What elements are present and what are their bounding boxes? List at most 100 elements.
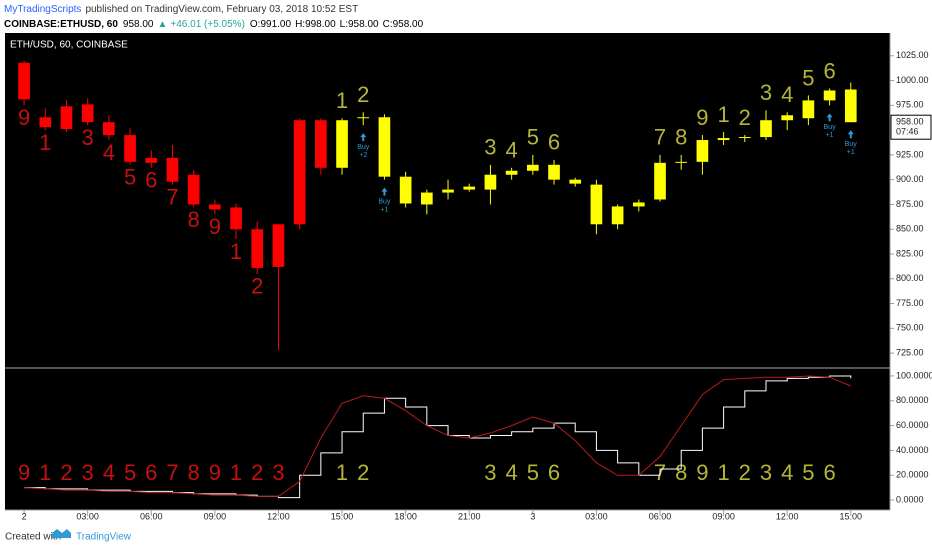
y-tick-label: 1000.00 — [896, 75, 929, 85]
y-tick-label: 725.00 — [896, 347, 924, 357]
x-tick-label: 06:00 — [649, 511, 672, 521]
buy-arrow — [847, 130, 854, 139]
x-tick-label: 03:00 — [585, 511, 608, 521]
candle — [611, 204, 624, 230]
buy-amount: +1 — [826, 132, 834, 139]
count-label: 1 — [230, 239, 242, 264]
buy-arrow — [360, 133, 367, 142]
candle — [823, 88, 836, 106]
count-label: 3 — [272, 460, 284, 485]
x-tick-label: 15:00 — [840, 511, 863, 521]
candle-body — [717, 138, 730, 141]
count-label: 9 — [18, 460, 30, 485]
count-label: 2 — [357, 82, 369, 107]
candle-body — [103, 122, 115, 136]
change: +46.01 (+5.05%) — [170, 19, 245, 30]
y-tick-label: 925.00 — [896, 149, 924, 159]
count-label: 9 — [18, 105, 30, 130]
count-label: 5 — [124, 460, 136, 485]
indicator-pane — [5, 369, 890, 510]
candle-body — [421, 192, 433, 205]
count-label: 5 — [802, 65, 814, 90]
candle-body — [81, 104, 94, 123]
ohlc: C:958.00 — [383, 19, 424, 30]
x-tick-label: 12:00 — [267, 511, 290, 521]
candle — [272, 224, 285, 351]
footer-brand[interactable]: TradingView — [76, 532, 132, 543]
candle — [675, 154, 688, 170]
candle-body — [505, 170, 518, 175]
x-tick-label: 06:00 — [140, 511, 163, 521]
count-label: 2 — [739, 105, 751, 130]
candle-body — [675, 161, 688, 163]
candle — [632, 199, 645, 212]
arrow: ▲ — [158, 19, 168, 30]
count-label: 9 — [696, 460, 708, 485]
count-label: 8 — [188, 207, 200, 232]
y-tick-label: 975.00 — [896, 100, 924, 110]
candle-body — [844, 89, 857, 123]
candle — [251, 221, 264, 274]
count-label: 2 — [251, 460, 263, 485]
candle — [336, 118, 348, 175]
candle — [421, 189, 433, 215]
count-label: 7 — [166, 460, 178, 485]
candle-body — [548, 164, 560, 180]
candle-body — [209, 204, 221, 210]
y-tick-label: 0.0000 — [896, 494, 924, 504]
count-label: 6 — [145, 460, 157, 485]
candle — [18, 60, 30, 106]
count-label: 4 — [781, 82, 793, 107]
candle — [654, 154, 666, 202]
count-label: 3 — [484, 135, 496, 160]
buy-label: Buy — [845, 141, 858, 148]
count-label: 2 — [251, 274, 263, 299]
candle-body — [272, 224, 285, 267]
candle-body — [569, 179, 582, 184]
candle-body — [187, 174, 200, 205]
candle — [844, 82, 857, 123]
candle — [526, 154, 539, 175]
candle-body — [18, 62, 30, 100]
candle-body — [696, 140, 709, 162]
candle-body — [484, 174, 497, 190]
author[interactable]: MyTradingScripts — [4, 4, 81, 15]
buy-arrow — [381, 187, 388, 196]
candle-body — [399, 176, 412, 204]
y-tick-label: 80.0000 — [896, 395, 929, 405]
count-label: 5 — [124, 165, 136, 190]
candle — [39, 108, 52, 131]
count-label: 1 — [336, 88, 348, 113]
candle — [209, 199, 221, 215]
buy-label: Buy — [378, 199, 391, 206]
count-label: 1 — [717, 460, 729, 485]
candle-body — [357, 117, 370, 119]
candle — [738, 135, 751, 143]
candle-body — [463, 186, 476, 190]
candle-body — [336, 120, 348, 168]
candle-body — [526, 164, 539, 171]
count-label: 6 — [145, 168, 157, 193]
price-pane — [5, 33, 890, 367]
count-label: 6 — [823, 58, 835, 83]
header-line: MyTradingScripts published on TradingView… — [4, 4, 358, 15]
count-label: 4 — [781, 460, 793, 485]
candle — [399, 171, 412, 208]
count-label: 1 — [39, 460, 51, 485]
count-label: 2 — [60, 460, 72, 485]
ohlc: H:998.00 — [295, 19, 336, 30]
count-label: 4 — [505, 138, 517, 163]
count-label: 5 — [802, 460, 814, 485]
y-tick-label: 100.0000 — [896, 370, 932, 380]
buy-arrow — [826, 113, 833, 122]
x-tick-label: 18:00 — [394, 511, 417, 521]
count-label: 6 — [823, 460, 835, 485]
candle — [187, 169, 200, 208]
symbol: COINBASE:ETHUSD, 60 — [4, 19, 118, 30]
candle — [103, 115, 115, 141]
candle — [569, 177, 582, 187]
y-tick-label: 1025.00 — [896, 50, 929, 60]
count-label: 2 — [357, 460, 369, 485]
candle-body — [802, 100, 815, 119]
